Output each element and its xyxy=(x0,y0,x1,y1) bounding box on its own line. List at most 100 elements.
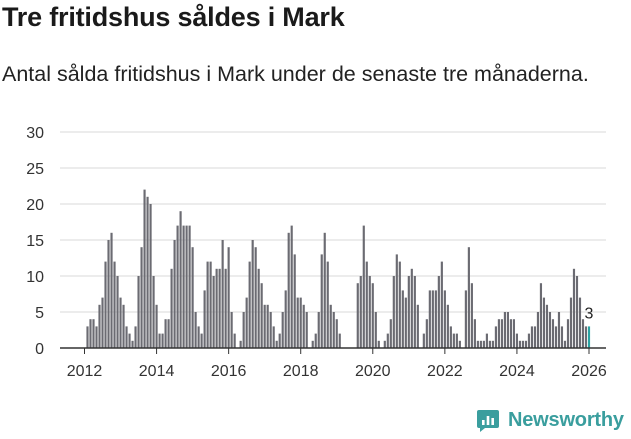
bar xyxy=(536,312,540,348)
bar xyxy=(449,326,452,348)
bar xyxy=(302,304,305,348)
bar xyxy=(422,333,425,348)
bar xyxy=(431,290,434,348)
bar xyxy=(404,297,407,348)
bar xyxy=(533,326,537,348)
bar xyxy=(89,319,92,348)
bar xyxy=(116,276,119,348)
bar xyxy=(125,326,128,348)
y-tick-label: 25 xyxy=(26,161,44,178)
bar xyxy=(392,276,395,348)
bar xyxy=(482,340,485,348)
bar xyxy=(356,283,359,348)
bar xyxy=(524,340,528,348)
x-tick-label: 2012 xyxy=(67,363,103,380)
bar xyxy=(440,261,443,348)
bar xyxy=(104,261,107,348)
bar xyxy=(362,225,365,348)
bar xyxy=(176,225,179,348)
bar xyxy=(299,297,302,348)
bar xyxy=(557,312,561,348)
bar xyxy=(161,333,164,348)
bar xyxy=(329,304,332,348)
bar xyxy=(455,333,458,348)
bar xyxy=(95,326,98,348)
bar xyxy=(434,290,437,348)
bar xyxy=(368,276,371,348)
bar xyxy=(572,268,576,348)
x-tick-label: 2022 xyxy=(427,363,463,380)
x-tick-label: 2018 xyxy=(283,363,319,380)
bar xyxy=(239,340,242,348)
bar-highlight xyxy=(587,326,591,348)
bar xyxy=(332,312,335,348)
bar xyxy=(371,283,374,348)
bar xyxy=(119,297,122,348)
bar xyxy=(287,232,290,348)
bar xyxy=(443,290,446,348)
bar xyxy=(539,283,543,348)
bar xyxy=(428,290,431,348)
newsworthy-logo: Newsworthy xyxy=(476,408,624,432)
newsworthy-logo-icon xyxy=(477,410,499,432)
bar xyxy=(131,340,134,348)
bar xyxy=(473,319,476,348)
bar xyxy=(458,340,461,348)
bar xyxy=(167,319,170,348)
bar xyxy=(581,319,585,348)
bar xyxy=(470,283,473,348)
bar xyxy=(323,232,326,348)
bar xyxy=(218,268,221,348)
bar xyxy=(269,312,272,348)
bar xyxy=(527,333,531,348)
bar xyxy=(479,340,482,348)
bar xyxy=(245,297,248,348)
bar xyxy=(365,261,368,348)
bar xyxy=(260,283,263,348)
bar xyxy=(446,304,449,348)
bar xyxy=(467,247,470,348)
highlight-value-label: 3 xyxy=(585,305,594,322)
bar xyxy=(215,268,218,348)
bar xyxy=(107,240,110,348)
bar xyxy=(101,297,104,348)
bar xyxy=(551,319,555,348)
bar-series xyxy=(86,189,591,348)
bar xyxy=(359,276,362,348)
bar xyxy=(200,333,203,348)
y-tick-label: 20 xyxy=(26,197,44,214)
bar xyxy=(170,268,173,348)
bar xyxy=(398,261,401,348)
bar xyxy=(488,340,491,348)
bar xyxy=(494,326,497,348)
bar xyxy=(500,319,503,348)
bar xyxy=(491,340,494,348)
bar xyxy=(413,276,416,348)
bar xyxy=(92,319,95,348)
bar-chart: 0 5 10 15 20 25 30 2012 2014 2016 2018 2020 2022 202… xyxy=(26,125,607,380)
bar xyxy=(113,261,116,348)
bar xyxy=(206,261,209,348)
bar xyxy=(143,189,146,348)
bar xyxy=(425,319,428,348)
bar xyxy=(155,304,158,348)
bar xyxy=(548,312,552,348)
y-axis-ticks: 0 5 10 15 20 25 30 xyxy=(26,125,44,358)
bar xyxy=(410,268,413,348)
bar xyxy=(338,333,341,348)
bar xyxy=(149,204,152,348)
bar xyxy=(437,276,440,348)
y-tick-label: 30 xyxy=(26,125,44,142)
bar xyxy=(278,333,281,348)
bar xyxy=(407,276,410,348)
bar xyxy=(578,297,582,348)
bar xyxy=(134,326,137,348)
bar xyxy=(476,340,479,348)
bar xyxy=(464,290,467,348)
bar xyxy=(575,276,579,348)
bar xyxy=(296,297,299,348)
x-tick-label: 2026 xyxy=(571,363,607,380)
bar xyxy=(98,304,101,348)
bar xyxy=(521,340,525,348)
bar xyxy=(311,340,314,348)
